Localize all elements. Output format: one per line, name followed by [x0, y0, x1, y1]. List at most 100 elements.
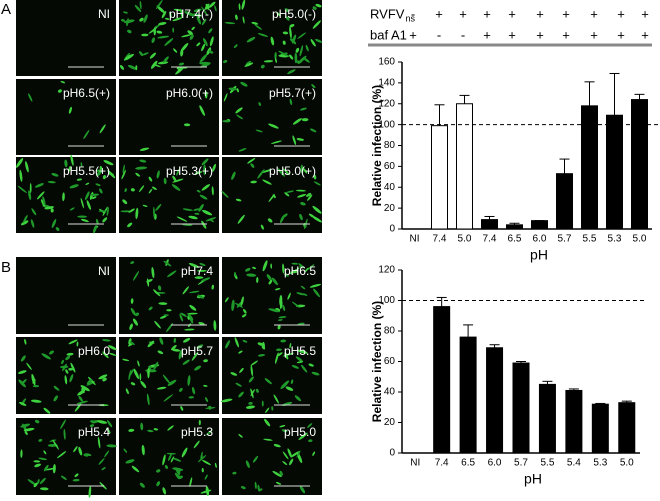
cell	[163, 314, 169, 316]
cell	[238, 433, 243, 438]
cell	[80, 385, 90, 392]
cell	[130, 188, 135, 192]
cell	[201, 6, 208, 16]
cell	[140, 422, 144, 431]
table-cell: +	[536, 27, 544, 42]
cell	[250, 180, 257, 184]
cell	[291, 34, 297, 44]
cell	[149, 52, 157, 59]
cell	[299, 485, 306, 494]
cell	[289, 23, 295, 28]
cell	[189, 34, 194, 40]
cell	[130, 307, 136, 316]
cell	[50, 208, 54, 213]
cell	[183, 123, 191, 127]
cell	[221, 190, 229, 198]
cell	[138, 51, 144, 57]
cell	[65, 355, 71, 361]
cell	[166, 309, 172, 312]
cell	[201, 184, 211, 191]
cell	[142, 204, 148, 207]
cell	[187, 30, 193, 35]
cell	[238, 350, 243, 354]
cell	[24, 338, 27, 345]
cell	[238, 391, 244, 398]
cell	[245, 405, 255, 409]
image-label: pH5.3	[181, 425, 213, 439]
bar	[431, 125, 448, 230]
cell	[76, 341, 79, 347]
image-label: NI	[98, 7, 110, 21]
cell	[307, 423, 313, 428]
y-tick-label: 100	[378, 295, 395, 306]
cell	[222, 120, 231, 123]
cell	[30, 399, 42, 403]
cell	[203, 38, 208, 47]
cell	[181, 447, 188, 458]
cell	[189, 290, 200, 294]
cell	[246, 273, 257, 277]
cell	[157, 61, 169, 65]
cell	[36, 191, 45, 200]
cell	[305, 44, 309, 52]
cell	[275, 348, 282, 351]
cell	[255, 388, 259, 393]
cell	[308, 439, 313, 443]
cell	[250, 163, 255, 168]
cell	[313, 174, 317, 180]
cell	[240, 486, 246, 490]
cell	[154, 24, 160, 29]
cell	[124, 53, 134, 61]
cell	[47, 180, 56, 184]
cell	[300, 164, 304, 174]
cell	[202, 459, 211, 466]
table-cell: +	[508, 27, 516, 42]
x-tick-label: 5.3	[608, 234, 622, 245]
cell	[267, 218, 273, 223]
cell	[42, 196, 46, 206]
cell	[57, 451, 67, 459]
bar	[433, 306, 451, 454]
cell	[131, 465, 140, 473]
cell	[289, 26, 292, 39]
cell	[43, 464, 49, 472]
cell	[88, 485, 92, 498]
cell	[250, 365, 254, 377]
table-cell: -	[411, 6, 415, 21]
y-tick-label: 60	[384, 161, 396, 172]
cell	[178, 62, 185, 66]
cell	[61, 359, 64, 365]
image-label: pH6.0	[78, 344, 110, 358]
cell	[95, 218, 99, 225]
cell	[24, 431, 28, 436]
cell	[153, 27, 156, 36]
cell	[208, 1, 216, 8]
cell	[151, 37, 156, 44]
cell	[23, 214, 28, 223]
cell	[184, 11, 196, 17]
cell	[194, 276, 204, 279]
row-subscript: ns	[405, 13, 415, 23]
cell	[63, 428, 66, 440]
cell	[273, 444, 281, 448]
cell	[191, 386, 196, 395]
table-cell: +	[508, 6, 516, 21]
cell	[197, 269, 207, 272]
y-tick-label: 120	[378, 265, 395, 276]
table-cell: +	[536, 6, 544, 21]
cell	[196, 344, 204, 349]
cell	[173, 48, 178, 53]
cell	[241, 313, 247, 318]
cell	[163, 177, 167, 185]
cell	[95, 169, 104, 172]
cell	[135, 312, 139, 317]
cell	[77, 389, 86, 396]
table-cell: +	[617, 6, 625, 21]
cell	[179, 313, 184, 322]
cell	[89, 424, 95, 428]
cell	[274, 52, 277, 60]
cell	[172, 175, 177, 182]
cell	[97, 436, 101, 449]
cell	[150, 60, 158, 69]
cell	[264, 378, 272, 385]
